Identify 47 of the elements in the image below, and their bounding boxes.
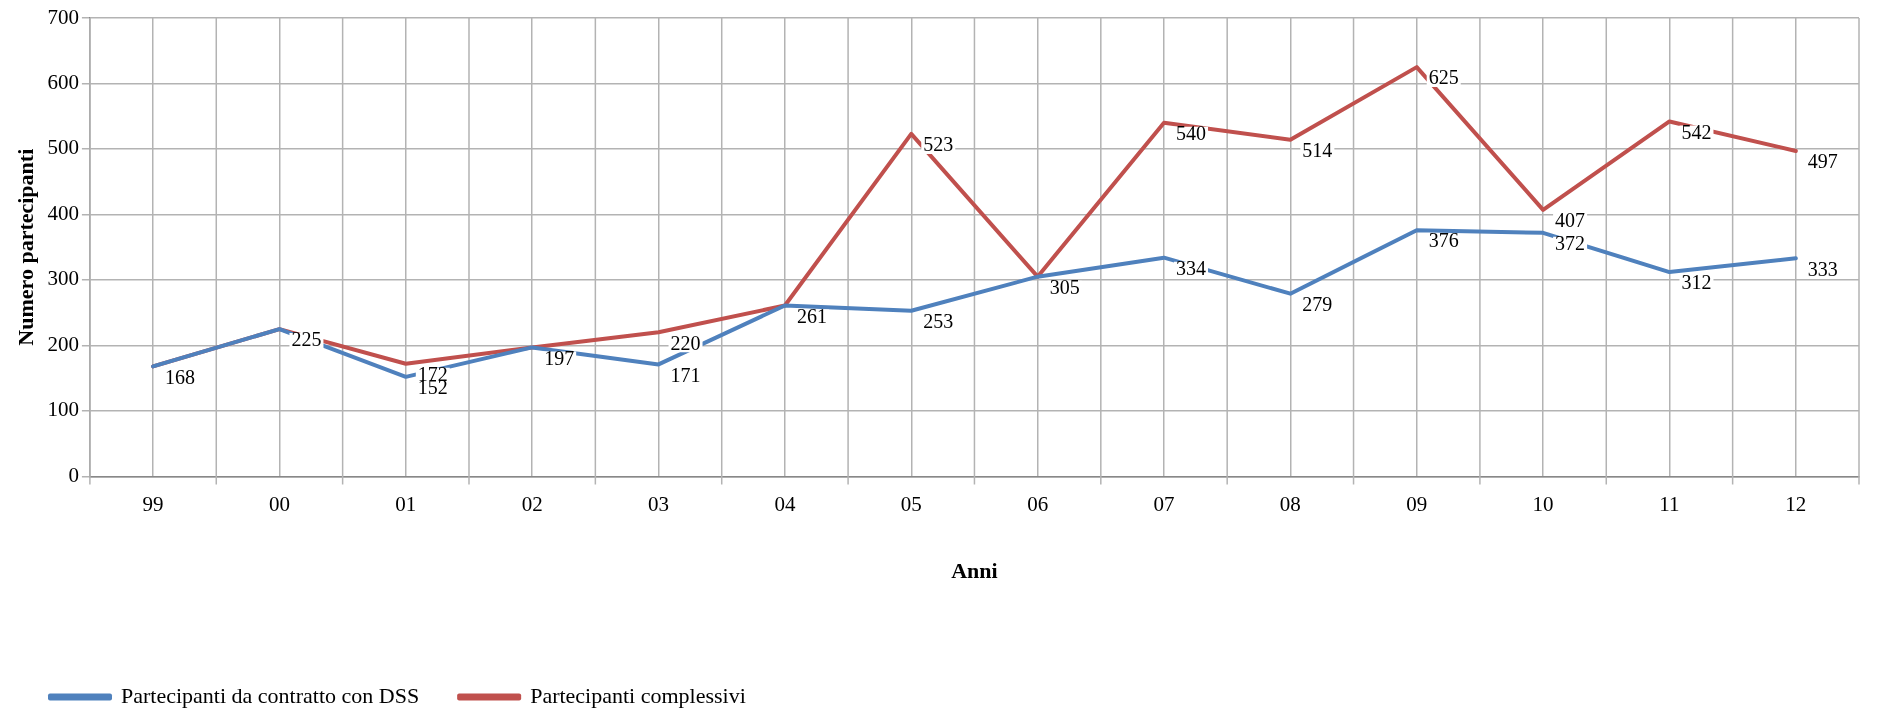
y-tick-label: 300 (47, 266, 79, 291)
x-axis-title: Anni (951, 558, 998, 584)
y-tick-label: 100 (47, 397, 79, 422)
data-label: 279 (1302, 292, 1333, 315)
data-label: 261 (796, 304, 827, 327)
data-label: 514 (1302, 139, 1333, 162)
y-tick-label: 700 (47, 4, 79, 29)
x-tick-label: 04 (774, 491, 796, 516)
x-tick-label: 05 (900, 491, 922, 516)
data-label: 497 (1807, 150, 1838, 173)
data-label: 334 (1176, 256, 1206, 279)
x-tick-label: 00 (268, 491, 290, 516)
y-tick-label: 0 (68, 462, 79, 487)
y-tick-label: 500 (47, 135, 79, 160)
data-label: 540 (1176, 122, 1206, 145)
data-label: 523 (923, 133, 954, 156)
data-label: 168 (165, 365, 196, 388)
data-label: 372 (1555, 232, 1586, 255)
x-tick-label: 10 (1532, 491, 1554, 516)
x-tick-label: 03 (648, 491, 670, 516)
data-label: 253 (923, 309, 954, 332)
y-tick-label: 400 (47, 200, 79, 225)
data-label: 225 (291, 328, 322, 351)
x-tick-label: 09 (1406, 491, 1428, 516)
y-axis-title: Numero partecipanti (12, 148, 38, 346)
x-tick-label: 06 (1027, 491, 1049, 516)
data-label: 407 (1555, 209, 1586, 232)
y-tick-label: 600 (47, 70, 79, 94)
data-label: 376 (1428, 229, 1459, 252)
data-label: 305 (1049, 275, 1080, 298)
x-tick-label: 08 (1279, 491, 1301, 516)
data-label: 197 (544, 346, 575, 369)
x-tick-label: 01 (395, 491, 417, 516)
data-label: 312 (1681, 271, 1712, 294)
x-tick-label: 12 (1785, 491, 1807, 516)
x-tick-label: 02 (521, 491, 543, 516)
x-tick-label: 07 (1153, 491, 1175, 516)
data-label: 542 (1681, 120, 1712, 143)
data-label: 625 (1428, 66, 1459, 89)
data-label: 333 (1807, 257, 1838, 280)
legend-label: Partecipanti da contratto con DSS (121, 682, 420, 708)
y-tick-label: 200 (47, 331, 79, 356)
x-tick-label: 11 (1659, 491, 1680, 516)
data-label: 171 (670, 363, 701, 386)
x-tick-label: 99 (142, 491, 164, 516)
data-label: 220 (670, 331, 701, 354)
legend-label: Partecipanti complessivi (530, 682, 746, 708)
